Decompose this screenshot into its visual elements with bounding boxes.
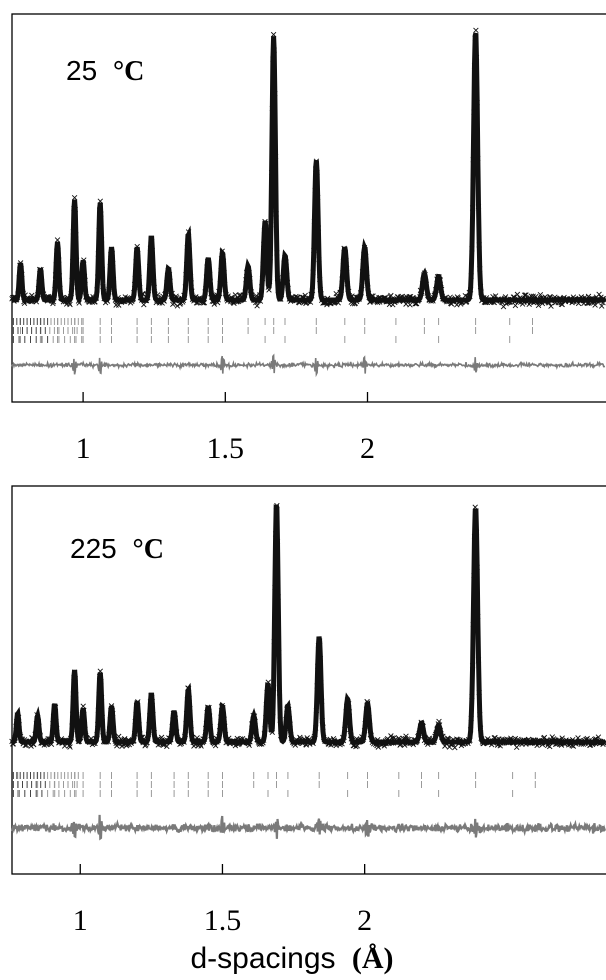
observed-point: [29, 292, 35, 299]
observed-point: [537, 291, 544, 298]
observed-point: [407, 302, 413, 308]
observed-point: [596, 291, 602, 298]
reflection-tick-marks: [12, 318, 533, 343]
observed-point: [546, 743, 553, 750]
panel-25c: 25 °C 1 1.5 2: [9, 13, 606, 465]
observed-point: [164, 743, 170, 750]
x-axis: 1 1.5 2: [76, 392, 375, 465]
observed-point: [80, 703, 86, 709]
temperature-value: 225: [70, 533, 117, 564]
observed-point: [403, 733, 409, 739]
panel-temperature-label: 225 °C: [70, 533, 164, 565]
observed-point: [297, 734, 303, 741]
x-axis-tick-label: 1: [73, 904, 88, 937]
x-axis: 1 1.5 2: [73, 864, 372, 937]
observed-point: [141, 301, 147, 308]
observed-point: [375, 744, 382, 750]
observed-point: [598, 303, 605, 309]
x-axis-title-text: d-spacings: [190, 942, 335, 975]
calculated-profile: [11, 504, 605, 745]
observed-point: [67, 744, 73, 750]
difference-curve: [10, 814, 606, 841]
observed-point: [254, 303, 260, 309]
reflection-tick-marks: [12, 772, 536, 797]
temperature-value: 25: [66, 55, 97, 86]
observed-point: [76, 300, 82, 306]
x-axis-title-unit: (Å): [352, 942, 394, 975]
observed-series: [9, 502, 606, 751]
temperature-unit: °C: [133, 534, 164, 565]
x-axis-tick-label: 2: [357, 904, 372, 937]
plot-layer: [9, 502, 606, 841]
x-axis-tick-label: 1.5: [204, 904, 242, 937]
observed-point: [473, 27, 479, 34]
panel-temperature-label: 25 °C: [66, 55, 144, 87]
observed-point: [71, 194, 78, 201]
plot-layer: [9, 27, 606, 378]
temperature-unit: °C: [113, 56, 144, 87]
observed-point: [548, 303, 554, 309]
observed-series: [9, 27, 606, 310]
observed-point: [54, 237, 61, 243]
calculated-profile: [12, 32, 605, 304]
x-axis-tick-label: 2: [360, 432, 375, 465]
observed-point: [513, 744, 520, 751]
observed-point: [67, 301, 73, 308]
panel-225c: 225 °C 1 1.5 2: [9, 485, 606, 937]
x-axis-title: d-spacings (Å): [190, 942, 393, 975]
difference-curve: [11, 353, 606, 378]
x-axis-tick-label: 1.5: [207, 432, 245, 465]
observed-point: [514, 291, 521, 298]
x-axis-tick-label: 1: [76, 432, 91, 465]
plot-frame: [11, 485, 606, 875]
observed-point: [523, 292, 529, 298]
